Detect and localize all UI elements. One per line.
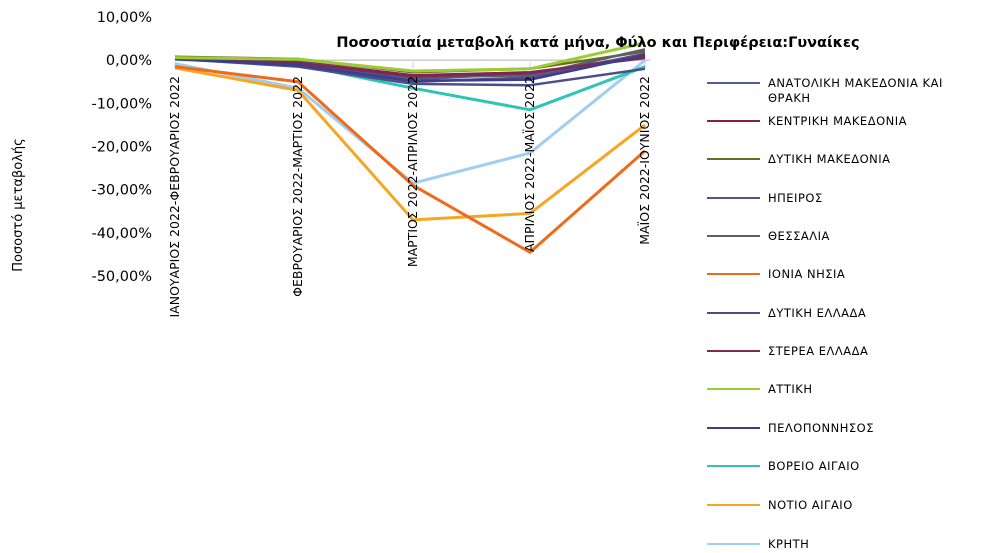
x-tick-label: ΙΑΝΟΥΑΡΙΟΣ 2022-ΦΕΒΡΟΥΑΡΙΟΣ 2022 — [167, 76, 182, 318]
series-line — [174, 41, 646, 73]
y-tick-label: 0,00% — [106, 53, 152, 69]
legend: ΑΝΑΤΟΛΙΚΗ ΜΑΚΕΔΟΝΙΑ ΚΑΙ ΘΡΑΚΗ ΚΕΝΤΡΙΚΗ ΜΑΚ… — [707, 76, 943, 551]
legend-label: ΘΕΣΣΑΛΙΑ — [768, 229, 830, 243]
legend-label: ΗΠΕΙΡΟΣ — [768, 191, 823, 205]
legend-label: ΙΟΝΙΑ ΝΗΣΙΑ — [768, 267, 845, 281]
legend-label: ΒΟΡΕΙΟ ΑΙΓΑΙΟ — [768, 459, 860, 473]
legend-label: ΝΟΤΙΟ ΑΙΓΑΙΟ — [768, 498, 853, 512]
series-line — [174, 66, 646, 222]
chart-title: Ποσοστιαία μεταβολή κατά μήνα, Φύλο και … — [336, 35, 859, 51]
series-line — [174, 53, 646, 83]
series-line — [174, 65, 646, 254]
series-line — [174, 55, 646, 78]
y-tick-label: -30,00% — [91, 183, 152, 199]
legend-label: ΚΕΝΤΡΙΚΗ ΜΑΚΕΔΟΝΙΑ — [768, 114, 907, 128]
y-tick-label: -50,00% — [91, 269, 152, 285]
legend-label: ΔΥΤΙΚΗ ΜΑΚΕΔΟΝΙΑ — [768, 152, 891, 166]
x-tick-label: ΜΑΡΤΙΟΣ 2022-ΑΠΡΙΛΙΟΣ 2022 — [405, 76, 420, 267]
y-tick-label: -10,00% — [91, 96, 152, 112]
legend-label: ΠΕΛΟΠΟΝΝΗΣΟΣ — [768, 421, 874, 435]
y-axis-label: Ποσοστό μεταβολής — [11, 138, 26, 272]
x-tick-label: ΑΠΡΙΛΙΟΣ 2022-ΜΑΪΟΣ 2022 — [522, 76, 537, 252]
series-lines — [174, 41, 646, 254]
y-tick-label: -40,00% — [91, 226, 152, 242]
legend-label: ΣΤΕΡΕΑ ΕΛΛΑΔΑ — [768, 344, 868, 358]
legend-label: ΔΥΤΙΚΗ ΕΛΛΑΔΑ — [768, 306, 866, 320]
y-axis: 10,00% 0,00% -10,00% -20,00% -30,00% -40,00% -… — [91, 10, 152, 285]
x-axis: ΙΑΝΟΥΑΡΙΟΣ 2022-ΦΕΒΡΟΥΑΡΙΟΣ 2022 ΦΕΒΡΟΥΑΡ… — [167, 76, 652, 318]
legend-label: ΚΡΗΤΗ — [768, 537, 809, 551]
x-tick-label: ΦΕΒΡΟΥΑΡΙΟΣ 2022-ΜΑΡΤΙΟΣ 2022 — [290, 76, 305, 297]
legend-label: ΑΤΤΙΚΗ — [768, 382, 813, 396]
y-tick-label: 10,00% — [97, 10, 152, 26]
legend-label: ΑΝΑΤΟΛΙΚΗ ΜΑΚΕΔΟΝΙΑ ΚΑΙ ΘΡΑΚΗ — [768, 76, 943, 105]
x-tick-label: ΜΑΪΟΣ 2022-ΙΟΥΝΙΟΣ 2022 — [637, 76, 652, 245]
series-line — [174, 59, 646, 185]
y-tick-label: -20,00% — [91, 140, 152, 156]
